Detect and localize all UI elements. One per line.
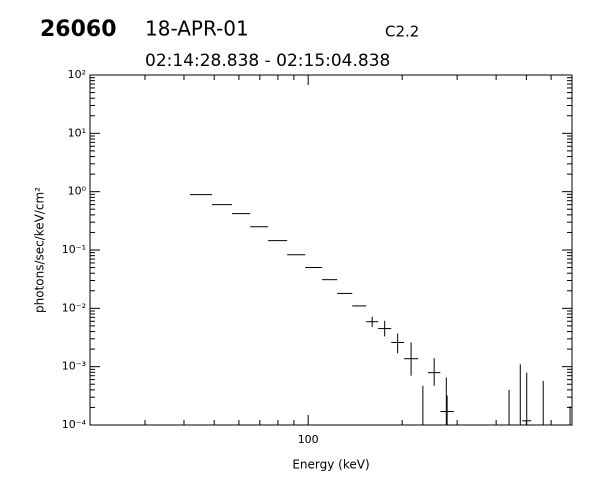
x-axis-label: Energy (keV) (292, 458, 369, 472)
date: 18-APR-01 (145, 17, 249, 41)
y-axis-label: photons/sec/keV/cm² (33, 187, 47, 313)
y-tick-label: 10⁻⁴ (62, 418, 87, 431)
subtitle: 02:14:28.838 - 02:15:04.838 (145, 51, 390, 71)
y-tick-label: 10² (68, 68, 86, 81)
y-tick-label: 10⁻² (62, 301, 86, 314)
y-tick-label: 10⁰ (68, 185, 87, 198)
y-tick-label: 10¹ (68, 126, 86, 139)
plot-frame (89, 74, 573, 426)
chart-title: 26060 (40, 17, 117, 42)
y-tick-label: 10⁻³ (62, 360, 86, 373)
y-tick-label: 10⁻¹ (62, 243, 86, 256)
flare-class: C2.2 (385, 23, 419, 41)
x-tick-label: 100 (298, 433, 319, 446)
plot-area (189, 194, 571, 425)
